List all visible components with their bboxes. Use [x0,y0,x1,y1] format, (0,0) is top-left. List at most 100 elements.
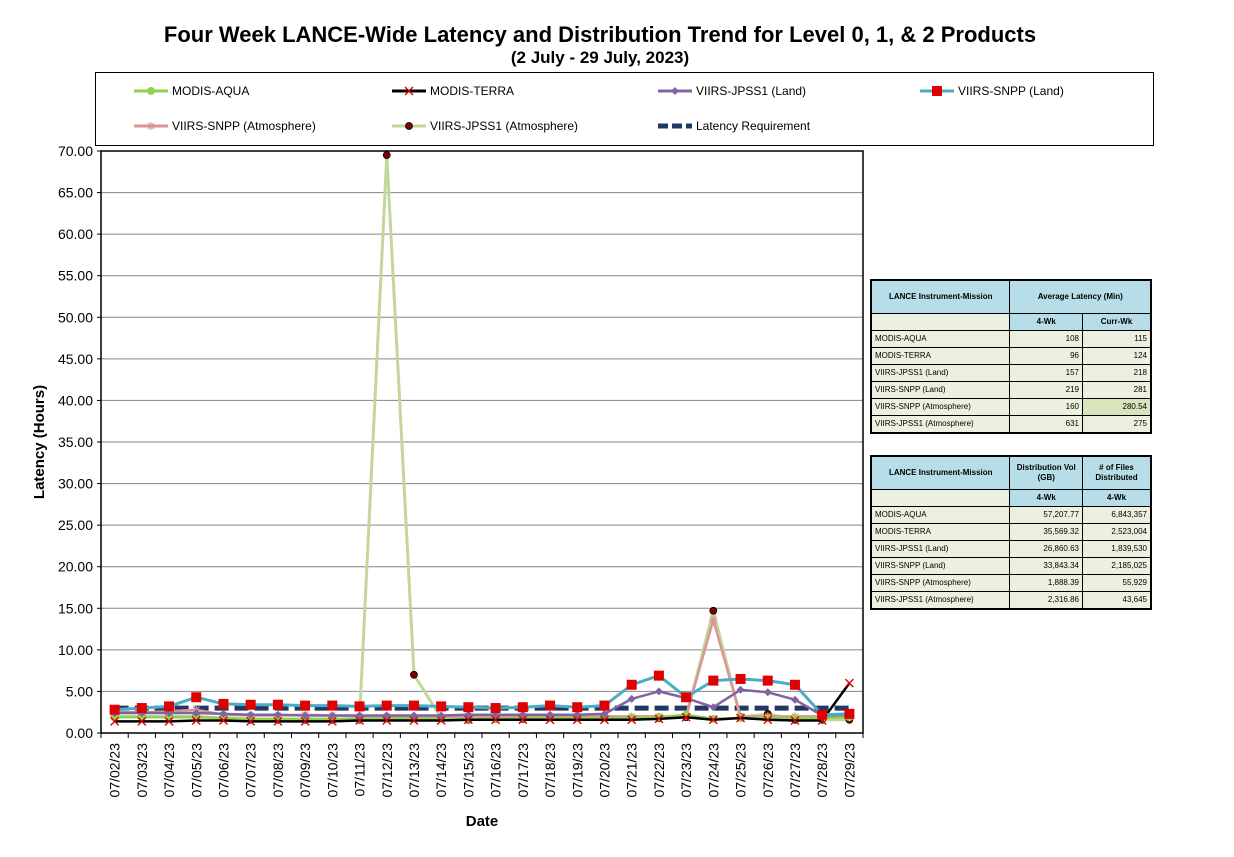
y-tick-label: 55.00 [58,268,93,284]
table-row: MODIS-TERRA 35,569.32 2,523,004 [870,523,1152,541]
data-point [626,679,637,690]
series-modis-terra [110,678,854,726]
x-tick-label: 07/13/23 [406,743,422,798]
data-point [192,709,201,718]
x-axis-title: Date [466,813,499,830]
data-point [491,715,501,725]
dist-table-header-mission: LANCE Instrument-Mission [870,455,1011,490]
table-cell: 280.54 [1082,398,1152,416]
data-point [844,708,855,719]
data-point [599,700,610,711]
table-cell: VIIRS-JPSS1 (Land) [870,540,1011,558]
data-point [245,699,256,710]
x-tick-label: 07/04/23 [161,743,177,798]
x-tick-label: 07/20/23 [596,743,612,798]
data-point [382,711,391,720]
data-point [355,716,365,726]
legend-swatch-marker [932,86,942,96]
legend-item: VIIRS-SNPP (Land) [918,82,1064,100]
y-tick-label: 10.00 [58,642,93,658]
x-tick-label: 07/23/23 [678,743,694,798]
data-point [653,670,664,681]
table-cell: 35,569.32 [1009,523,1083,541]
data-point [354,701,365,712]
x-tick-label: 07/24/23 [705,743,721,798]
x-tick-label: 07/12/23 [379,743,395,798]
table-cell: VIIRS-SNPP (Land) [870,557,1011,575]
y-axis-title: Latency (Hours) [31,385,48,499]
table-cell: MODIS-AQUA [870,506,1011,524]
plot-area-border [100,150,864,734]
legend-swatch [134,122,168,130]
legend-label: VIIRS-SNPP (Atmosphere) [172,119,316,133]
data-point [735,673,746,684]
table-row: MODIS-AQUA 108 115 [870,330,1152,348]
table-row: VIIRS-JPSS1 (Atmosphere) 631 275 [870,415,1152,434]
legend-item: MODIS-AQUA [132,82,249,100]
legend-swatch [658,123,692,129]
x-tick-label: 07/28/23 [814,743,830,798]
data-point [546,710,555,719]
data-point [436,701,447,712]
data-point [110,716,120,726]
table-cell: 160 [1009,398,1083,416]
latency-table-header-avg: Average Latency (Min) [1009,279,1152,314]
x-tick-label: 07/21/23 [624,743,640,798]
table-cell: VIIRS-SNPP (Atmosphere) [870,398,1011,416]
y-tick-label: 45.00 [58,351,93,367]
legend-label: MODIS-AQUA [172,84,250,98]
table-cell: 2,185,025 [1082,557,1152,575]
data-point [844,678,854,688]
data-point [627,694,636,703]
data-point [709,703,718,712]
y-tick-label: 65.00 [58,185,93,201]
data-point [464,710,473,719]
table-cell: VIIRS-JPSS1 (Land) [870,364,1011,382]
data-point [218,698,229,709]
data-point [599,715,609,725]
data-point [545,700,556,711]
legend-swatch [392,86,426,96]
x-tick-label: 07/14/23 [433,743,449,798]
data-point [708,675,719,686]
legend-swatch-marker [671,87,679,95]
data-point [328,711,337,720]
data-point [790,695,799,704]
table-cell: 96 [1009,347,1083,365]
table-row: VIIRS-SNPP (Atmosphere) 160 280.54 [870,398,1152,416]
data-point [545,715,555,725]
series-line [114,153,850,722]
data-point [436,716,446,726]
data-point [408,700,419,711]
data-point [463,715,473,725]
distribution-table: LANCE Instrument-Mission Distribution Vo… [870,455,1152,610]
x-tick-label: 07/25/23 [733,743,749,798]
data-point [191,716,201,726]
data-point [218,716,228,726]
x-tick-label: 07/02/23 [107,743,123,798]
data-point [600,709,609,718]
data-point [164,701,175,712]
legend-swatch-marker [147,87,155,95]
data-point [763,715,773,725]
table-row: MODIS-AQUA 57,207.77 6,843,357 [870,506,1152,524]
x-tick-label: 07/05/23 [188,743,204,798]
table-cell: 218 [1082,364,1152,382]
series-line [114,688,850,717]
y-tick-label: 5.00 [66,683,93,699]
table-cell: VIIRS-JPSS1 (Atmosphere) [870,415,1011,434]
data-point [762,675,773,686]
legend-item: VIIRS-JPSS1 (Land) [656,82,806,100]
table-cell: 33,843.34 [1009,557,1083,575]
data-point [709,606,718,615]
legend-swatch [920,86,954,96]
table-cell: 631 [1009,415,1083,434]
series-viirs-snpp-land [109,670,855,720]
gridlines [101,192,863,692]
dist-table-header-files: # of Files Distributed [1082,455,1152,490]
table-cell: 281 [1082,381,1152,399]
table-cell: 43,645 [1082,591,1152,610]
series-viirs-jpss1-atmosphere [110,151,854,724]
y-tick-label: 30.00 [58,476,93,492]
